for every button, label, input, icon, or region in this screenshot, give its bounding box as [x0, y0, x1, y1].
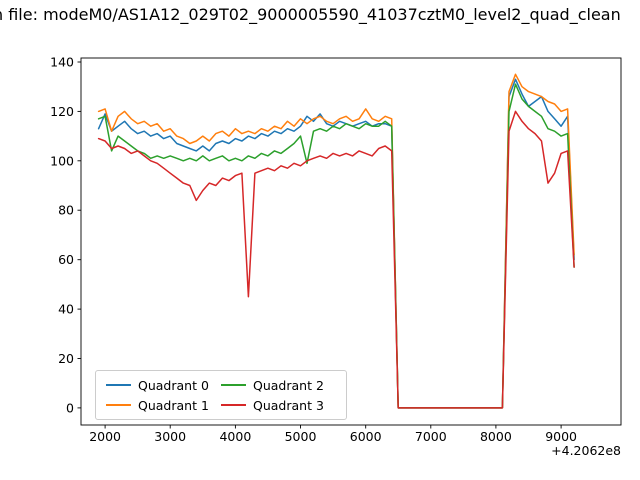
legend-item-quadrant-3: Quadrant 3	[221, 395, 336, 415]
x-tick-label: 8000	[480, 429, 512, 444]
legend-label: Quadrant 3	[253, 397, 324, 413]
legend-line-swatch	[221, 384, 246, 386]
x-tick-label: 7000	[415, 429, 447, 444]
y-tick-label: 140	[50, 55, 74, 70]
x-tick-label: 3000	[154, 429, 186, 444]
y-tick-label: 100	[50, 153, 74, 168]
y-tick-label: 120	[50, 104, 74, 119]
x-tick-label: 9000	[545, 429, 577, 444]
legend-line-swatch	[106, 384, 131, 386]
legend-item-quadrant-1: Quadrant 1	[106, 395, 221, 415]
series-quadrant-3	[97, 110, 575, 409]
y-tick-label: 80	[58, 203, 74, 218]
x-tick-label: 6000	[350, 429, 382, 444]
chart-title: n file: modeM0/AS1A12_029T02_9000005590_…	[0, 5, 621, 24]
legend-line-swatch	[221, 404, 246, 406]
legend-item-quadrant-0: Quadrant 0	[106, 375, 221, 395]
y-tick-label: 0	[66, 400, 74, 415]
y-tick-label: 40	[58, 302, 74, 317]
y-tick-label: 60	[58, 252, 74, 267]
legend: Quadrant 0 Quadrant 1 Quadrant 2 Quadran…	[95, 370, 347, 420]
x-axis-offset-label: +4.2062e8	[551, 443, 621, 458]
legend-line-swatch	[106, 404, 131, 406]
axes-frame	[80, 57, 622, 426]
y-tick-label: 20	[58, 351, 74, 366]
x-tick-label: 5000	[285, 429, 317, 444]
legend-label: Quadrant 0	[138, 377, 209, 393]
legend-label: Quadrant 1	[138, 397, 209, 413]
x-tick-label: 4000	[219, 429, 251, 444]
x-tick-label: 2000	[89, 429, 121, 444]
legend-item-quadrant-2: Quadrant 2	[221, 375, 336, 395]
series-quadrant-2	[97, 83, 575, 409]
legend-label: Quadrant 2	[253, 377, 324, 393]
